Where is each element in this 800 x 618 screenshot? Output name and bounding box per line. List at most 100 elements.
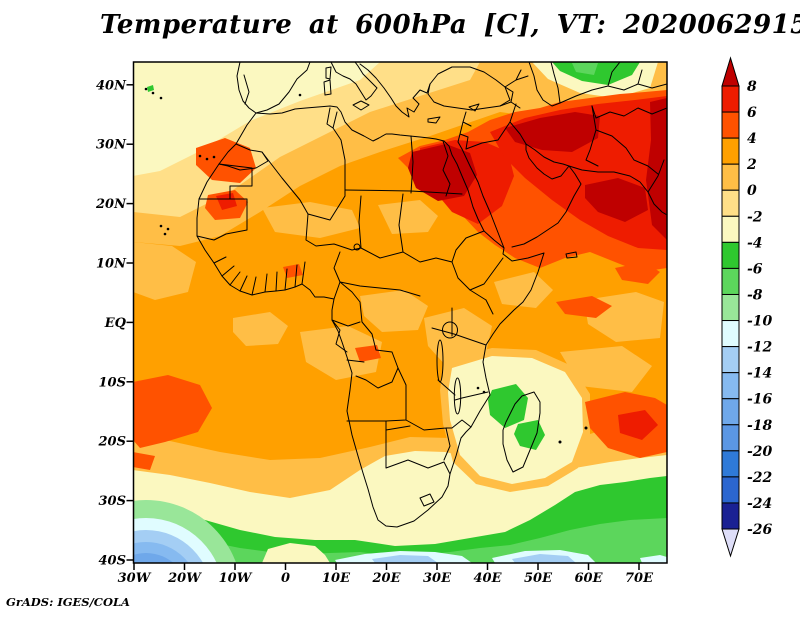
central-asia-borders	[559, 62, 667, 119]
y-tick-label: 10S	[99, 375, 126, 390]
lake-malawi	[453, 377, 462, 415]
lake-victoria	[442, 321, 458, 339]
y-tick-label: 30S	[99, 494, 126, 509]
iran-pakistan-borders	[568, 105, 667, 216]
y-tick-label: 30N	[96, 138, 127, 153]
libya-egypt-sudan-borders	[344, 135, 463, 195]
colorbar-label: -26	[747, 522, 773, 538]
x-tick-label: 70E	[625, 571, 654, 586]
somalia-kenya-borders	[469, 257, 504, 315]
y-tick-label: 20N	[95, 197, 127, 212]
cyprus	[468, 103, 480, 112]
balkans-greece-coast	[359, 63, 431, 118]
socotra	[565, 251, 578, 259]
x-tick-label: 20W	[167, 571, 202, 586]
zambezi-borders	[405, 419, 472, 461]
colorbar-label: 8	[747, 79, 757, 95]
contour-fill-layers	[133, 62, 667, 563]
colorbar-segment	[721, 85, 740, 113]
colorbar-label: -20	[747, 444, 773, 460]
lake-tanganyika	[436, 339, 444, 383]
map-frame	[132, 61, 668, 564]
colorbar-label: -24	[747, 496, 772, 512]
colorbar-label: -4	[747, 235, 763, 251]
x-tick-label: 40E	[474, 571, 503, 586]
x-tick-label: 20E	[372, 571, 402, 586]
drc-borders	[331, 281, 399, 389]
crete	[427, 116, 441, 124]
colorbar-segment	[721, 476, 740, 504]
lesotho-border	[419, 493, 435, 507]
colorbar-segment	[721, 372, 740, 400]
y-tick-label: 40N	[96, 78, 127, 93]
country-borders	[144, 62, 667, 528]
maghreb-borders	[218, 143, 269, 171]
lake-chad	[353, 243, 361, 251]
nile-river	[442, 140, 451, 197]
italy-coast	[330, 62, 378, 101]
colorbar-segment	[721, 346, 740, 374]
colorbar-label: -8	[747, 287, 763, 303]
colorbar-segment	[721, 293, 740, 322]
colorbar-segment	[721, 450, 740, 478]
car-sudan-borders	[339, 251, 453, 297]
sahel-borders	[305, 213, 404, 259]
niger-chad-borders	[358, 193, 404, 253]
colorbar-label: -22	[747, 470, 773, 486]
colorbar-label: -2	[747, 209, 763, 225]
colorbar-segment	[721, 241, 740, 269]
colorbar: 8 6 4 2 0 -2 -4 -6 -8 -10 -12 -14 -16 -18 -20 -22 -24 -26	[721, 56, 773, 558]
colorbar-label: -16	[747, 392, 773, 408]
chart-title: Temperature at 600hPa [C], VT: 202006291…	[100, 10, 800, 40]
colorbar-segment	[721, 320, 740, 348]
colorbar-segment	[721, 215, 740, 243]
caspian-sea	[528, 62, 561, 107]
turkey-blacksea	[427, 66, 511, 111]
arabia-coast	[461, 143, 582, 249]
colorbar-segment	[721, 189, 740, 217]
x-tick-label: 0	[281, 571, 290, 586]
axes: 30W 20W 10W 0 10E 20E 30E 40E 50E 60E 70E 40N 30N 20N…	[95, 78, 654, 586]
iberia-coast	[236, 62, 311, 114]
colorbar-label: -18	[747, 418, 773, 434]
y-tick-label: 10N	[96, 257, 127, 272]
ethiopia-borders	[451, 230, 487, 301]
x-tick-label: 60E	[575, 571, 604, 586]
y-tick-label: 20S	[98, 435, 126, 450]
x-tick-label: 30W	[118, 571, 152, 586]
tunisia-libya-borders	[326, 107, 346, 197]
y-tick-label: 40S	[99, 554, 126, 569]
colorbar-segment	[721, 398, 740, 426]
colorbar-segment	[721, 111, 740, 139]
x-tick-label: 30E	[423, 571, 452, 586]
y-tick-label: EQ	[104, 316, 127, 331]
colorbar-segment	[721, 267, 740, 295]
nigeria-cameroon-border	[333, 251, 341, 300]
colorbar-label: -12	[747, 340, 773, 356]
x-tick-label: 50E	[524, 571, 553, 586]
madagascar-coastline	[502, 391, 541, 473]
colorbar-arrow-bottom	[721, 528, 740, 558]
colorbar-label: 4	[747, 131, 757, 147]
colorbar-label: 6	[747, 105, 757, 121]
colorbar-label: -6	[747, 261, 763, 277]
colorbar-segment	[721, 163, 740, 191]
island-specks	[144, 87, 588, 444]
x-tick-label: 10E	[322, 571, 351, 586]
colorbar-label: 2	[746, 157, 757, 173]
west-africa-borders	[213, 256, 306, 296]
colorbar-label: -14	[747, 366, 772, 382]
sicily	[352, 100, 370, 111]
colorbar-arrow-top	[721, 56, 740, 87]
colorbar-segment	[721, 137, 740, 165]
namibia-botswana-borders	[385, 420, 451, 475]
sardinia	[323, 79, 332, 96]
levant-coast	[457, 111, 472, 150]
algeria-mali-borders	[261, 151, 346, 221]
tanzania-mozambique-borders	[437, 379, 489, 401]
iraq-saudi-borders	[465, 103, 527, 150]
colorbar-label: -10	[747, 314, 773, 330]
credit-text: GrADS: IGES/COLA	[6, 595, 130, 609]
